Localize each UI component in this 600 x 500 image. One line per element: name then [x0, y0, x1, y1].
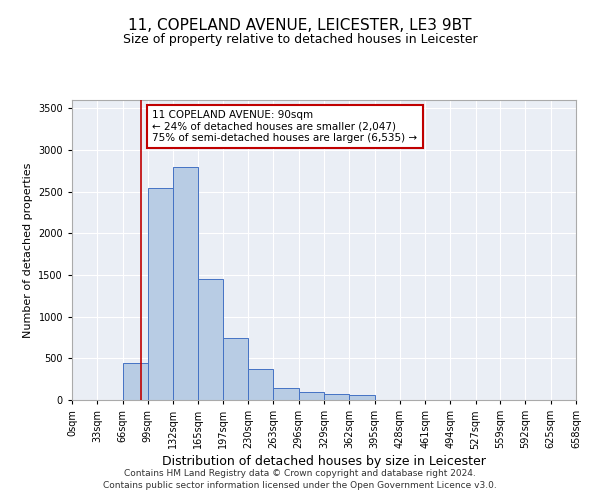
Bar — [324, 394, 349, 400]
Bar — [248, 369, 274, 400]
Bar — [173, 166, 199, 400]
Bar — [349, 395, 374, 400]
Text: Contains HM Land Registry data © Crown copyright and database right 2024.
Contai: Contains HM Land Registry data © Crown c… — [103, 468, 497, 490]
Text: 11, COPELAND AVENUE, LEICESTER, LE3 9BT: 11, COPELAND AVENUE, LEICESTER, LE3 9BT — [128, 18, 472, 32]
Bar — [299, 392, 324, 400]
Text: 11 COPELAND AVENUE: 90sqm
← 24% of detached houses are smaller (2,047)
75% of se: 11 COPELAND AVENUE: 90sqm ← 24% of detac… — [152, 110, 418, 143]
Bar — [122, 362, 148, 400]
Bar — [223, 338, 248, 400]
Bar — [199, 279, 223, 400]
Bar — [148, 188, 173, 400]
Bar — [274, 388, 299, 400]
Y-axis label: Number of detached properties: Number of detached properties — [23, 162, 32, 338]
X-axis label: Distribution of detached houses by size in Leicester: Distribution of detached houses by size … — [162, 456, 486, 468]
Text: Size of property relative to detached houses in Leicester: Size of property relative to detached ho… — [122, 32, 478, 46]
